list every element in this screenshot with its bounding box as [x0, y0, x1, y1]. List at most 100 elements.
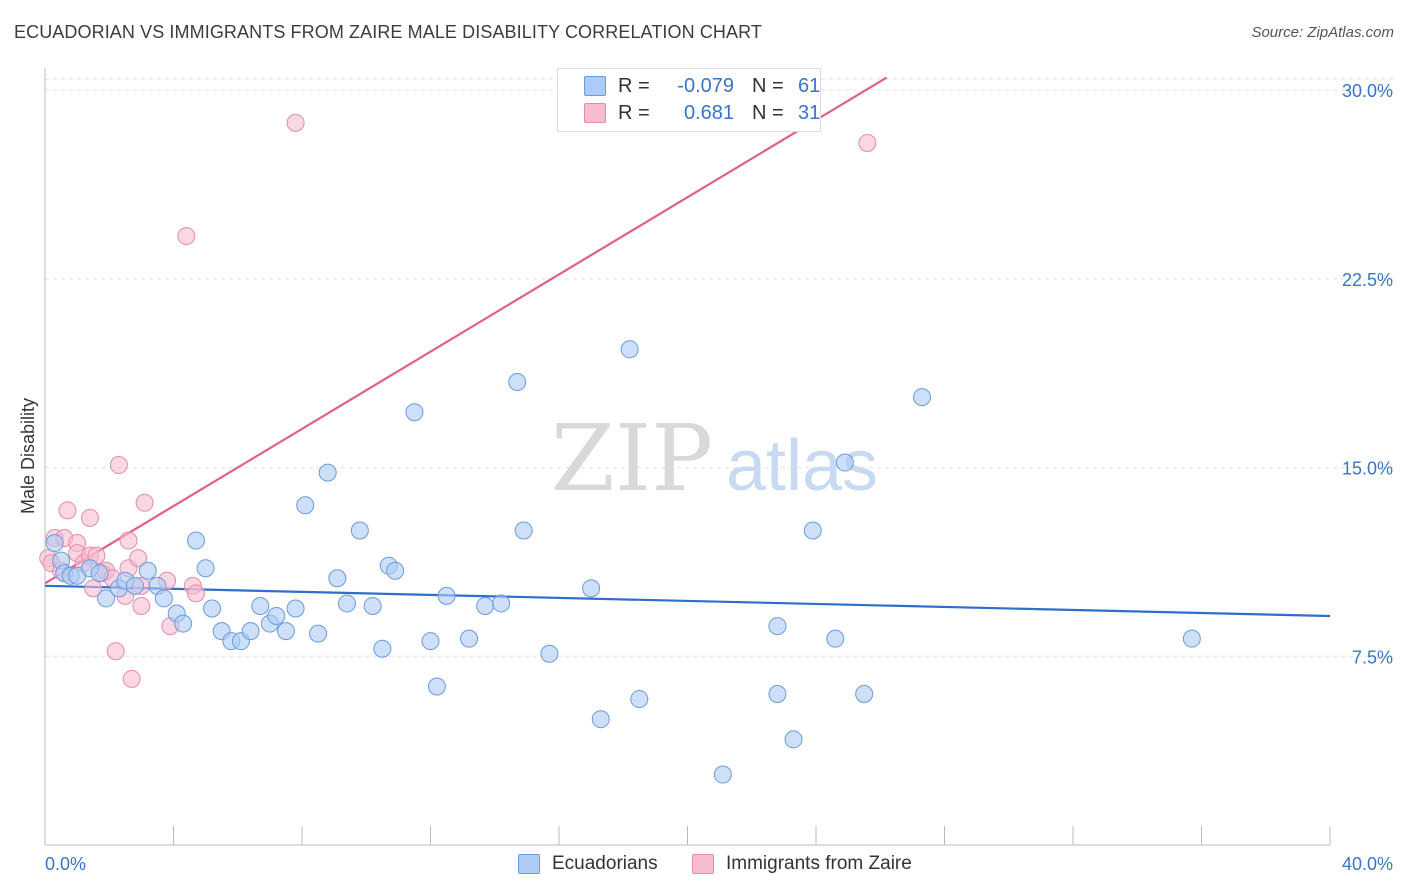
ecuadorian-point: [45, 534, 64, 553]
ecuadorian-point: [620, 340, 639, 359]
source-label: Source: ZipAtlas.com: [1251, 24, 1394, 41]
y-tick-label: 15.0%: [1342, 459, 1393, 479]
ecuadorian-point: [803, 521, 822, 540]
ecuadorian-point: [855, 685, 874, 704]
bottom-legend-swatch-blue: [518, 854, 540, 874]
ecuadorian-point: [713, 765, 732, 784]
legend-r-label: R =: [618, 74, 650, 97]
zaire-point: [106, 642, 125, 661]
legend-row-ecuadorians: R = -0.079 N = 61: [558, 73, 820, 99]
bottom-legend-ecuadorians: Ecuadorians: [518, 852, 658, 876]
ecuadorian-point: [437, 586, 456, 605]
zaire-point: [109, 456, 128, 475]
zaire-point: [58, 501, 77, 520]
zaire-point: [132, 596, 151, 615]
ecuadorian-point: [508, 373, 527, 392]
ecuadorian-point: [337, 594, 356, 613]
watermark-zip: ZIP: [551, 405, 713, 512]
y-tick-label: 7.5%: [1352, 647, 1393, 667]
watermark-atlas: atlas: [726, 426, 878, 506]
ecuadorian-point: [913, 388, 932, 407]
legend-r-value: -0.079: [677, 74, 734, 97]
ecuadorian-point: [286, 599, 305, 618]
ecuadorian-point: [768, 617, 787, 636]
ecuadorian-point: [90, 564, 109, 583]
ecuadorian-point: [386, 561, 405, 580]
zaire-point: [858, 133, 877, 152]
ecuadorian-point: [514, 521, 533, 540]
y-tick-label: 22.5%: [1342, 270, 1393, 290]
zaire-point: [80, 508, 99, 527]
ecuadorian-point: [582, 579, 601, 598]
grid-lines: [45, 78, 1395, 657]
ecuadorian-point: [476, 596, 495, 615]
ecuadorian-point: [350, 521, 369, 540]
ecuadorian-point: [309, 624, 328, 643]
bottom-legend-label: Ecuadorians: [552, 853, 658, 874]
bottom-legend-label: Immigrants from Zaire: [726, 853, 912, 874]
ecuadorian-point: [296, 496, 315, 515]
legend-r-label: R =: [618, 101, 650, 124]
axes: [44, 68, 1331, 846]
zaire-trend-line: [44, 76, 888, 585]
zaire-point: [177, 227, 196, 246]
legend-n-label: N =: [752, 74, 784, 97]
correlation-legend: R = -0.079 N = 61 R = 0.681 N = 31: [557, 68, 821, 132]
ecuadorian-point: [251, 596, 270, 615]
ecuadorian-point: [196, 559, 215, 578]
ecuadorian-point: [421, 632, 440, 651]
ecuadorian-point: [405, 403, 424, 422]
ecuadorian-point: [267, 607, 286, 626]
legend-row-zaire: R = 0.681 N = 31: [558, 100, 820, 126]
ecuadorian-point: [460, 629, 479, 648]
ecuadorian-point: [768, 685, 787, 704]
ecuadorian-point: [630, 690, 649, 709]
legend-n-value: 61: [798, 74, 821, 97]
legend-swatch-pink: [584, 103, 606, 123]
zaire-point: [119, 531, 138, 550]
zaire-point: [84, 579, 103, 598]
ecuadorian-point: [186, 531, 205, 550]
x-tick-label: 0.0%: [45, 854, 86, 874]
trend-lines: [44, 76, 1331, 618]
zaire-point: [129, 549, 148, 568]
legend-swatch-blue: [584, 76, 606, 96]
zaire-point: [286, 113, 305, 132]
zaire-point: [122, 669, 141, 688]
x-tick-label: 40.0%: [1342, 854, 1393, 874]
ecuadorian-point: [138, 561, 157, 580]
legend-n-label: N =: [752, 101, 784, 124]
ecuadorian-point: [174, 614, 193, 633]
ecuadorian-point: [427, 677, 446, 696]
legend-n-value: 31: [798, 101, 821, 124]
data-points: [39, 113, 1201, 784]
tick-labels: 7.5% 15.0% 22.5% 30.0% 0.0% 40.0%: [45, 81, 1393, 874]
ecuadorian-point: [540, 644, 559, 663]
bottom-legend-swatch-pink: [692, 854, 714, 874]
bottom-legend-zaire: Immigrants from Zaire: [692, 852, 912, 876]
ecuadorian-point: [328, 569, 347, 588]
ecuadorian-point: [203, 599, 222, 618]
ecuadorian-trend-line: [44, 584, 1331, 618]
ecuadorian-point: [125, 576, 144, 595]
ecuadorian-point: [591, 710, 610, 729]
y-tick-label: 30.0%: [1342, 81, 1393, 101]
chart-title: ECUADORIAN VS IMMIGRANTS FROM ZAIRE MALE…: [14, 22, 763, 42]
ecuadorian-point: [835, 453, 854, 472]
watermark: ZIP atlas: [551, 405, 878, 512]
ecuadorian-point: [492, 594, 511, 613]
ecuadorian-point: [241, 622, 260, 641]
zaire-point: [186, 584, 205, 603]
ecuadorian-point: [154, 589, 173, 608]
legend-r-value: 0.681: [683, 101, 734, 124]
ecuadorian-point: [363, 596, 382, 615]
ecuadorian-point: [784, 730, 803, 749]
y-axis-label: Male Disability: [18, 398, 38, 514]
ecuadorian-point: [276, 622, 295, 641]
ecuadorian-point: [1182, 629, 1201, 648]
ecuadorian-point: [97, 589, 116, 608]
ecuadorian-point: [373, 639, 392, 658]
zaire-point: [135, 493, 154, 512]
ecuadorian-point: [826, 629, 845, 648]
